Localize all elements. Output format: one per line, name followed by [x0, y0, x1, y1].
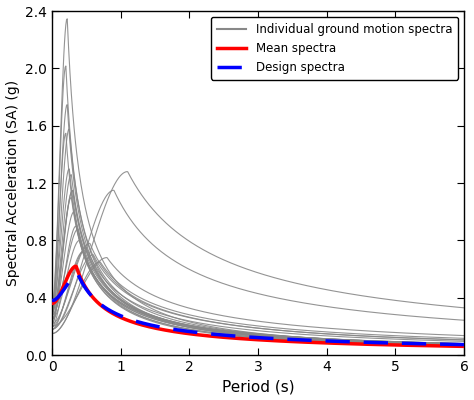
X-axis label: Period (s): Period (s) [222, 380, 294, 394]
Y-axis label: Spectral Acceleration (SA) (g): Spectral Acceleration (SA) (g) [6, 80, 19, 286]
Legend: Individual ground motion spectra, Mean spectra, Design spectra: Individual ground motion spectra, Mean s… [211, 17, 458, 80]
